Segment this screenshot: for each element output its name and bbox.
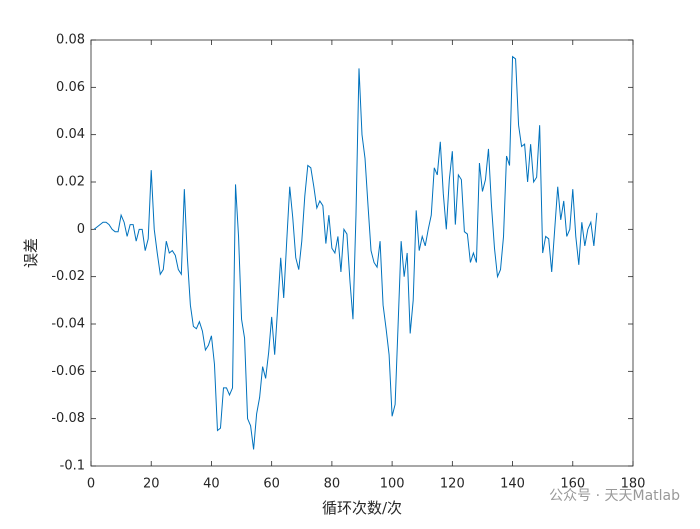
y-tick-label: -0.02 <box>51 269 85 284</box>
x-tick-label: 60 <box>263 477 280 492</box>
x-axis-label: 循环次数/次 <box>322 499 402 517</box>
y-tick-label: 0.04 <box>56 127 85 142</box>
data-line <box>93 55 598 450</box>
plot-frame <box>90 39 634 467</box>
x-tick-label: 140 <box>500 477 525 492</box>
watermark: 公众号 · 天天Matlab <box>549 488 680 504</box>
x-tick-label: 0 <box>87 477 95 492</box>
y-tick-label: -0.04 <box>51 317 85 332</box>
y-tick-label: -0.06 <box>51 364 85 379</box>
y-tick-label: -0.08 <box>51 411 85 426</box>
x-tick-label: 80 <box>324 477 341 492</box>
y-axis-label: 误差 <box>22 238 40 268</box>
y-tick-label: 0.06 <box>56 80 85 95</box>
y-tick-label: 0.02 <box>56 175 85 190</box>
x-tick-label: 100 <box>380 477 405 492</box>
y-tick-label: 0.08 <box>56 33 85 48</box>
x-tick-label: 120 <box>440 477 465 492</box>
y-tick-label: -0.1 <box>60 459 85 474</box>
x-tick-label: 20 <box>143 477 160 492</box>
y-tick-label: 0 <box>77 222 85 237</box>
x-tick-label: 160 <box>560 477 585 492</box>
x-tick-label: 40 <box>203 477 220 492</box>
x-tick-label: 180 <box>621 477 646 492</box>
